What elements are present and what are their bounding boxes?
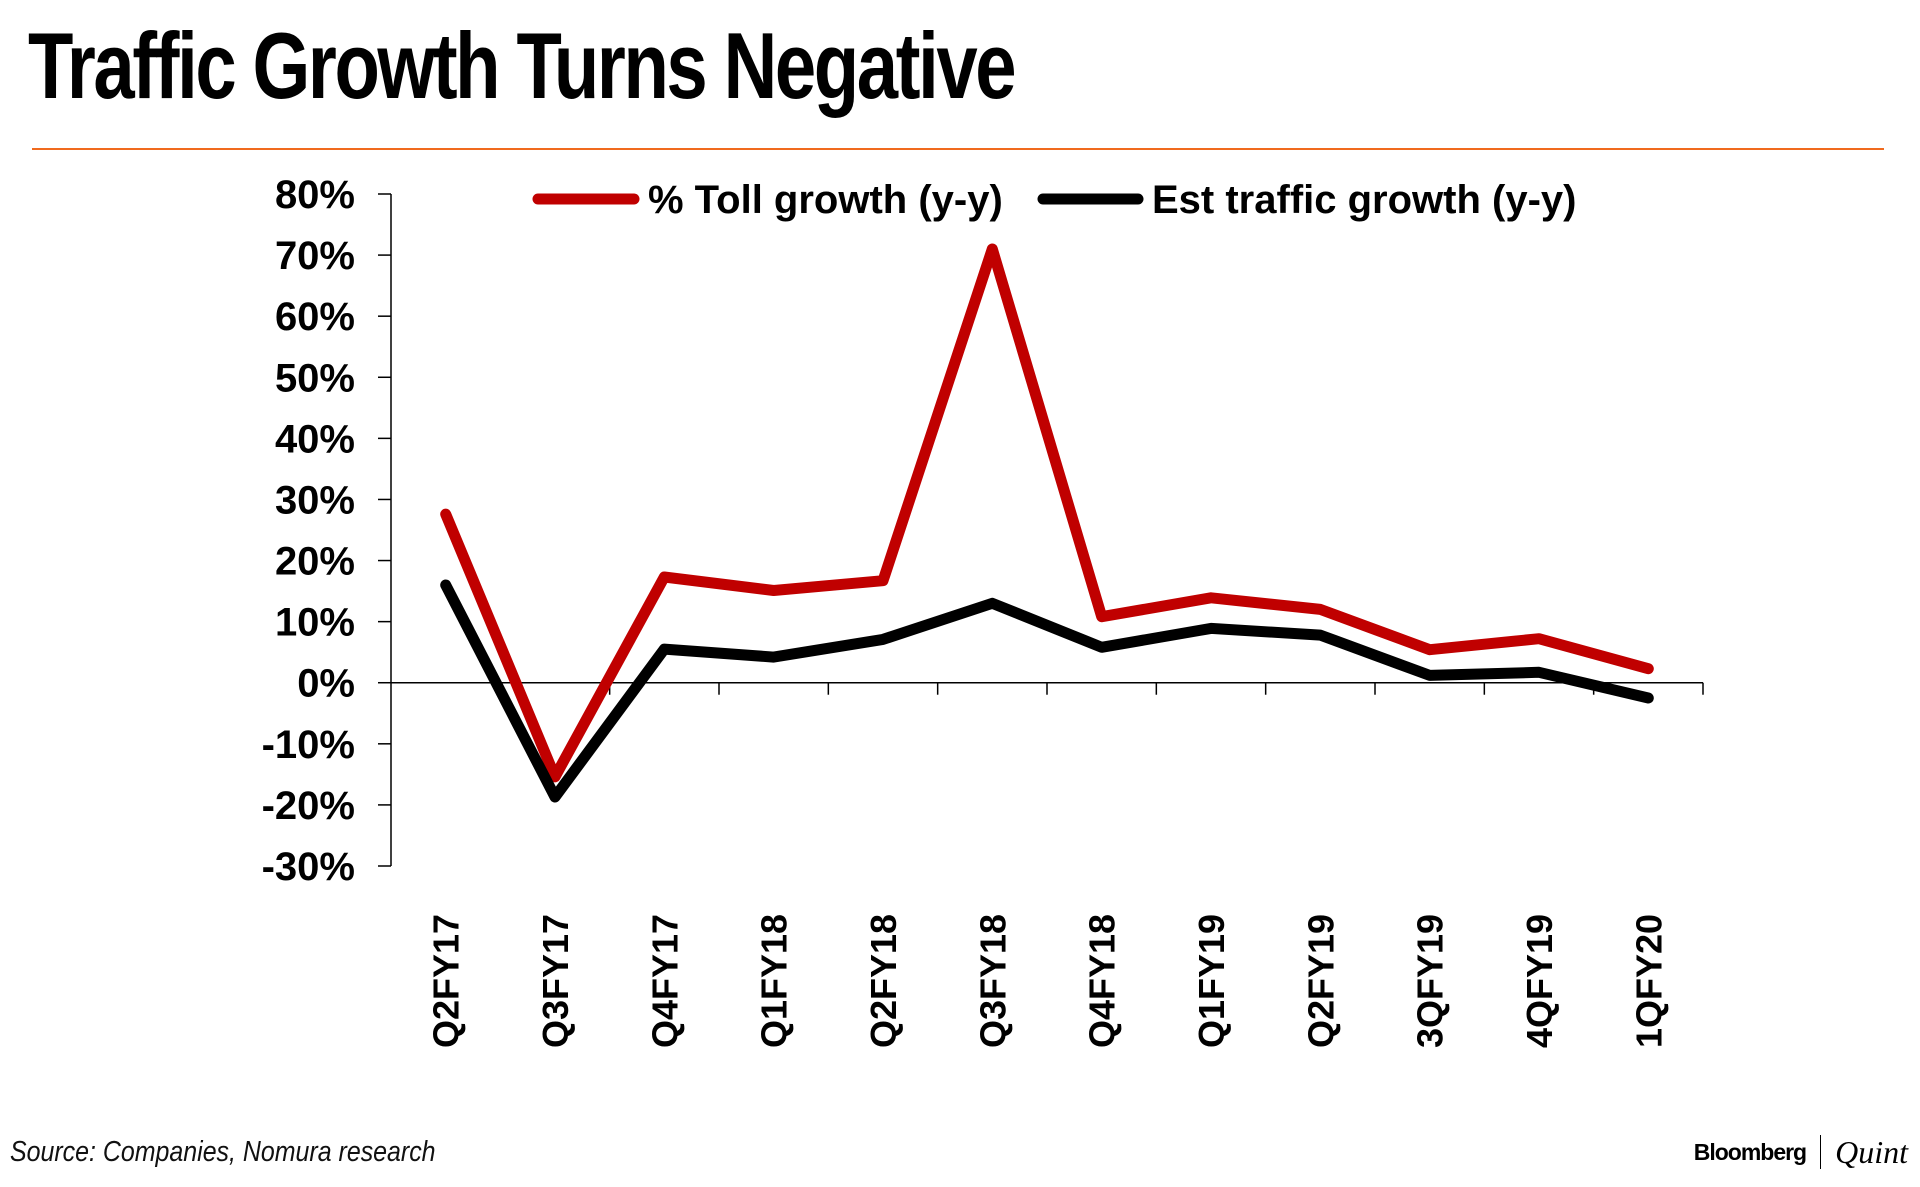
y-tick-label: 40% xyxy=(275,417,355,461)
y-axis-labels: 80% 70% 60% 50% 40% 30% 20% 10% 0% -10% -20% -30% xyxy=(262,173,355,889)
y-tick-label: 30% xyxy=(275,478,355,522)
legend-label-toll: % Toll growth (y-y) xyxy=(648,178,1003,222)
x-tick-label: Q3FY17 xyxy=(535,914,576,1048)
toll-growth-line xyxy=(440,243,1654,783)
y-tick-label: -30% xyxy=(262,845,355,889)
x-tick-label: Q3FY18 xyxy=(972,914,1013,1048)
x-tick-label: 4QFY19 xyxy=(1519,914,1560,1048)
legend: % Toll growth (y-y) Est traffic growth (y… xyxy=(532,178,1576,222)
source-note: Source: Companies, Nomura research xyxy=(10,1136,436,1168)
traffic-growth-line xyxy=(440,579,1654,803)
x-axis-labels: Q2FY17 Q3FY17 Q4FY17 Q1FY18 Q2FY18 Q3FY18 Q4FY… xyxy=(426,914,1670,1048)
brand-quint: Quint xyxy=(1835,1133,1908,1170)
x-tick-label: Q1FY19 xyxy=(1191,914,1232,1048)
x-tick-label: Q1FY18 xyxy=(754,914,795,1048)
x-tick-label: 3QFY19 xyxy=(1410,914,1451,1048)
x-axis-ticks xyxy=(499,682,1704,695)
x-tick-label: Q2FY18 xyxy=(863,914,904,1048)
x-tick-label: 1QFY20 xyxy=(1628,914,1669,1048)
chart-title: Traffic Growth Turns Negative xyxy=(28,13,1017,118)
x-tick-label: Q2FY17 xyxy=(426,914,467,1048)
y-tick-label: 50% xyxy=(275,356,355,400)
y-tick-label: 10% xyxy=(275,601,355,645)
y-tick-label: 70% xyxy=(275,234,355,278)
y-axis-ticks xyxy=(378,193,391,867)
brand-divider xyxy=(1820,1135,1822,1169)
y-tick-label: 80% xyxy=(275,173,355,217)
y-tick-label: 60% xyxy=(275,295,355,339)
y-tick-label: 0% xyxy=(297,662,355,706)
x-tick-label: Q2FY19 xyxy=(1300,914,1341,1048)
y-tick-label: 20% xyxy=(275,540,355,584)
x-tick-label: Q4FY17 xyxy=(644,914,685,1048)
y-tick-label: -10% xyxy=(262,723,355,767)
series-lines xyxy=(440,243,1654,803)
brand-logo: Bloomberg Quint xyxy=(1694,1132,1908,1172)
brand-bloomberg: Bloomberg xyxy=(1693,1138,1807,1165)
x-tick-label: Q4FY18 xyxy=(1082,914,1123,1048)
y-tick-label: -20% xyxy=(262,784,355,828)
legend-label-traffic: Est traffic growth (y-y) xyxy=(1152,178,1576,222)
title-divider xyxy=(32,148,1884,150)
